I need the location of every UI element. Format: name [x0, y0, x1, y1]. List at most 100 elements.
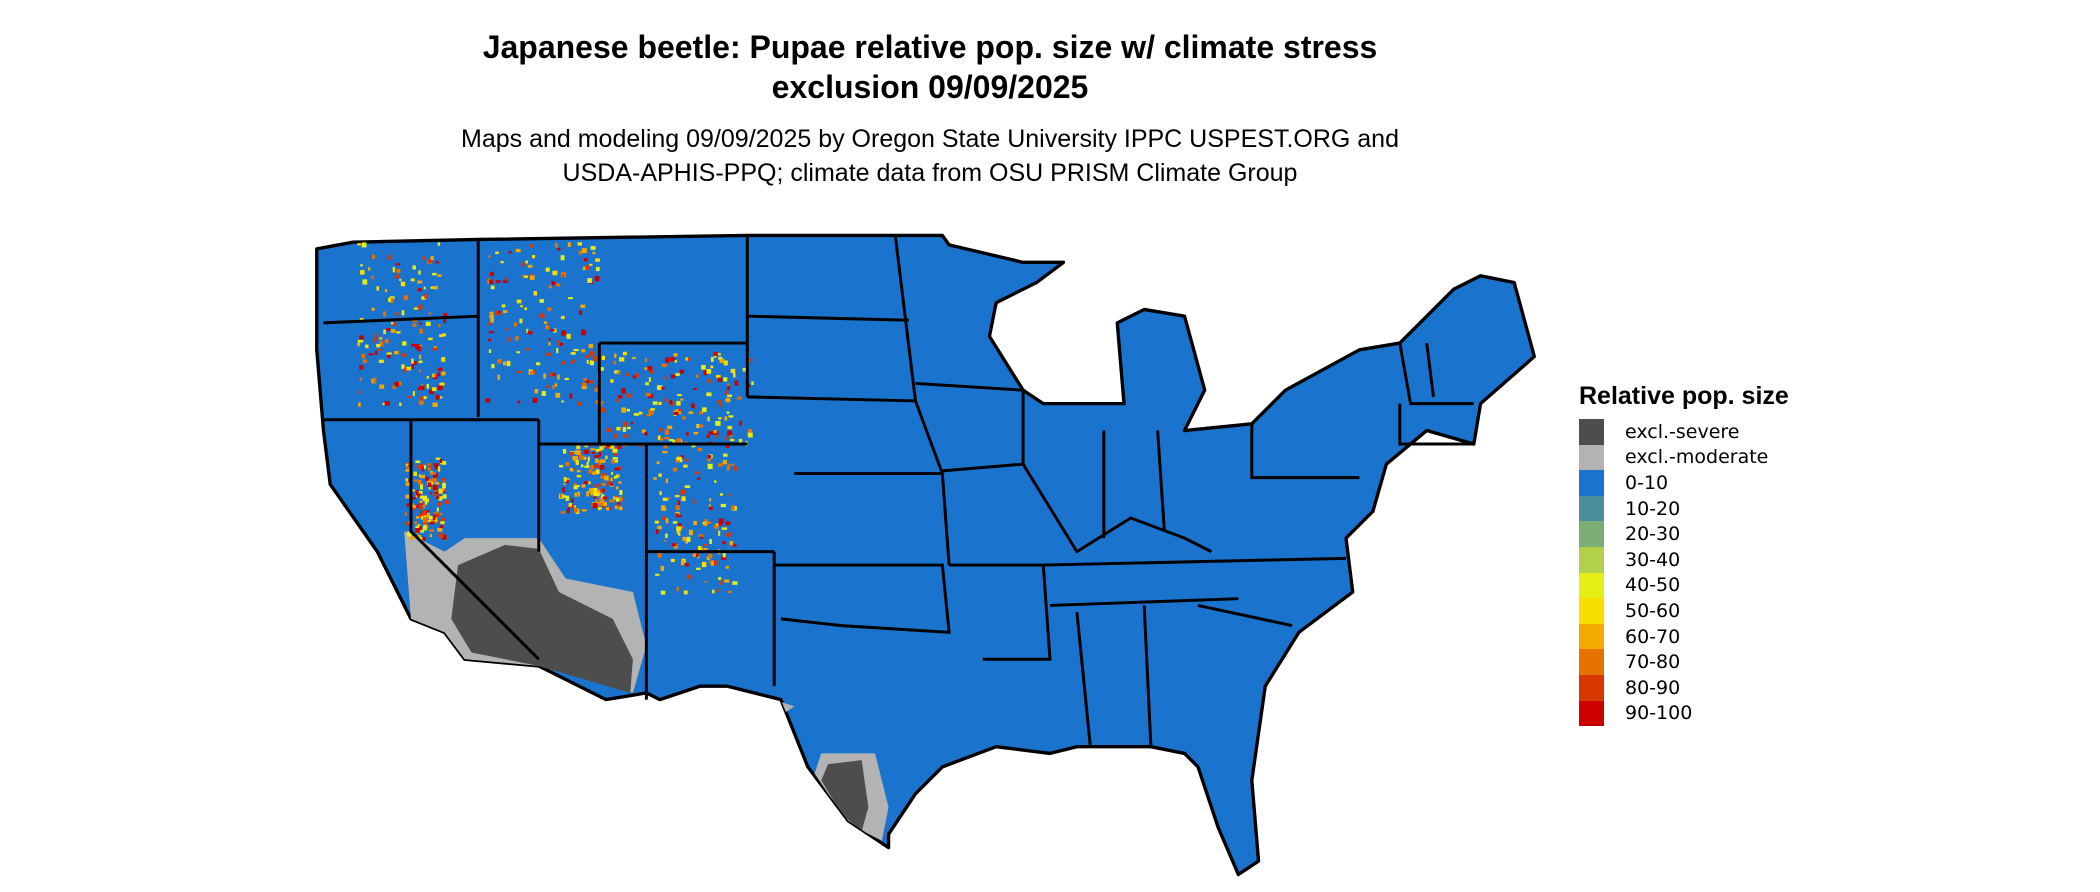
speckle [707, 521, 712, 524]
speckle [383, 329, 386, 335]
legend-label: 20-30 [1625, 523, 1681, 546]
speckle [621, 407, 626, 413]
speckle [698, 534, 704, 537]
speckle [419, 526, 423, 530]
speckle [717, 588, 720, 593]
speckle [691, 444, 696, 448]
speckle [425, 520, 431, 523]
speckle [704, 580, 707, 583]
legend-item: 90-100 [1579, 700, 1789, 727]
speckle [417, 464, 422, 470]
speckle [420, 385, 425, 391]
speckle [420, 513, 424, 517]
speckle [578, 310, 583, 315]
state-border [1142, 605, 1153, 747]
speckle [508, 251, 512, 254]
legend-label: 50-60 [1625, 599, 1681, 622]
speckle [707, 463, 713, 470]
speckle [618, 506, 623, 511]
speckle [657, 385, 663, 390]
speckle [588, 469, 593, 474]
speckle [676, 438, 682, 443]
speckle [685, 540, 689, 544]
legend-swatch [1579, 700, 1604, 727]
speckle [670, 558, 675, 563]
speckle [488, 331, 494, 334]
speckle [425, 321, 431, 326]
speckle [673, 411, 679, 415]
speckle [442, 483, 446, 489]
speckle [551, 281, 555, 286]
speckle [693, 499, 696, 504]
speckle [439, 525, 444, 529]
speckle [677, 515, 682, 518]
speckle [429, 521, 435, 525]
speckle [405, 482, 410, 486]
legend: Relative pop. size excl.-severe excl.-mod… [1579, 382, 1789, 727]
speckle [733, 466, 738, 471]
speckle [374, 351, 378, 355]
speckle [411, 358, 414, 364]
speckle [390, 329, 396, 333]
speckle [727, 385, 731, 391]
speckle [413, 479, 419, 482]
speckle [532, 254, 536, 259]
speckle [739, 420, 742, 426]
speckle [581, 509, 587, 512]
legend-item: 60-70 [1579, 623, 1789, 650]
speckle [599, 489, 603, 493]
speckle [438, 512, 443, 516]
speckle [559, 464, 564, 468]
speckle [543, 373, 546, 379]
speckle [561, 361, 566, 365]
speckle [569, 452, 575, 456]
speckle [701, 561, 707, 568]
speckle [674, 495, 680, 498]
speckle [426, 375, 429, 379]
speckle [687, 357, 691, 361]
speckle [661, 363, 667, 368]
speckle [543, 321, 548, 324]
speckle [506, 327, 509, 330]
speckle [612, 457, 618, 460]
speckle [413, 471, 417, 477]
state-border [1398, 342, 1474, 406]
speckle [395, 274, 400, 279]
speckle [585, 379, 589, 384]
legend-swatch [1579, 649, 1604, 675]
speckle [679, 369, 685, 374]
speckle [609, 499, 615, 503]
speckle [517, 400, 521, 404]
speckle [419, 369, 422, 373]
speckle [588, 343, 594, 349]
speckle [556, 283, 561, 287]
speckle [422, 526, 428, 531]
speckle [405, 478, 409, 482]
speckle [578, 250, 583, 255]
speckle [711, 356, 714, 362]
speckle [718, 356, 723, 360]
speckle [574, 492, 578, 497]
speckle [441, 487, 445, 492]
speckle [676, 586, 680, 592]
speckle [580, 304, 586, 308]
speckle [425, 476, 429, 481]
speckle [560, 511, 565, 514]
speckle [418, 503, 424, 506]
speckle [396, 311, 399, 316]
speckle [669, 399, 673, 405]
speckle [718, 523, 723, 526]
speckle [586, 360, 589, 364]
speckle [548, 338, 551, 341]
speckle [715, 420, 721, 426]
state-border [747, 314, 909, 322]
speckle [376, 286, 379, 291]
speckle [421, 396, 427, 400]
speckle [725, 397, 731, 403]
speckle [679, 458, 683, 463]
speckle [645, 392, 651, 397]
speckle [434, 513, 440, 518]
speckle [681, 496, 686, 502]
speckle [399, 278, 402, 281]
speckle [515, 336, 519, 341]
